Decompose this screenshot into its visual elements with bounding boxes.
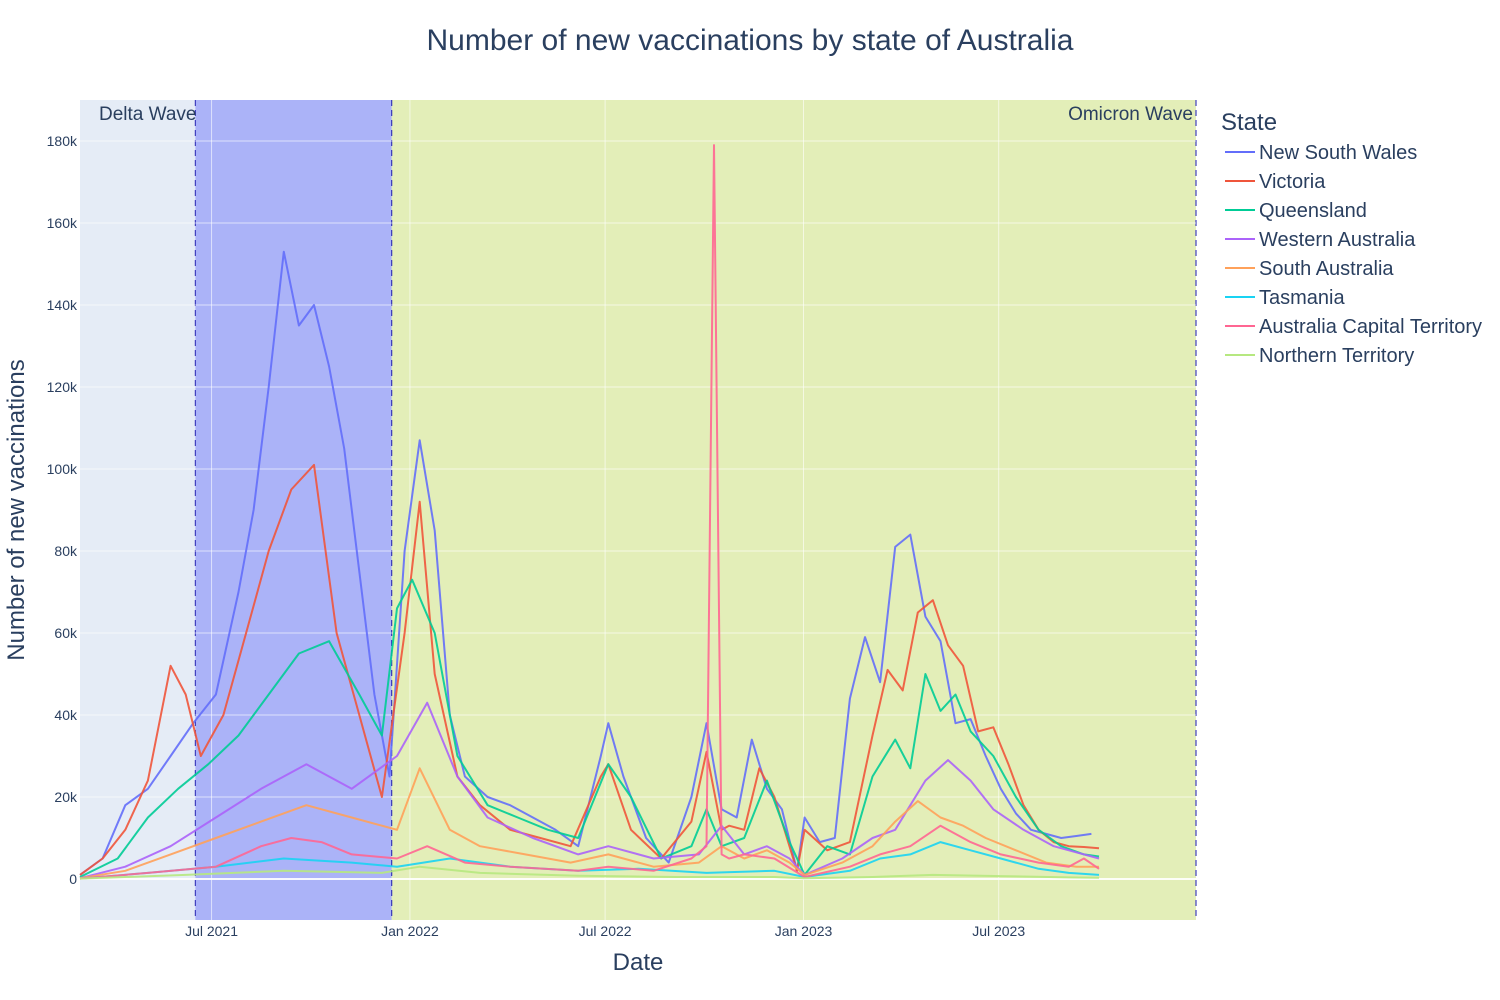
y-tick-label: 140k	[47, 297, 78, 313]
x-axis-ticks: Jul 2021 Jan 2022 Jul 2022 Jan 2023 Jul 2023	[185, 923, 1025, 939]
legend-item-tasmania[interactable]: Tasmania	[1225, 287, 1345, 309]
y-tick-label: 180k	[47, 133, 78, 149]
legend[interactable]: State New South Wales Victoria Queensland W…	[1221, 109, 1482, 367]
legend-item-queensland[interactable]: Queensland	[1225, 200, 1367, 222]
legend-label: Queensland	[1259, 200, 1367, 222]
series-line-tasmania[interactable]	[79, 841, 1100, 880]
y-tick-label: 20k	[54, 789, 78, 805]
legend-label: South Australia	[1259, 258, 1394, 280]
x-axis-title: Date	[613, 949, 664, 976]
y-tick-label: 40k	[54, 707, 78, 723]
band-label-omicron-wave: Omicron Wave	[1068, 104, 1193, 125]
band-label-delta-wave: Delta Wave	[99, 104, 197, 125]
legend-label: Victoria	[1259, 171, 1326, 193]
series-line-australia-capital-territory[interactable]	[79, 144, 1100, 880]
y-axis-ticks: 0 20k 40k 60k 80k 100k 120k 140k 160k 180k	[47, 133, 78, 887]
legend-item-south-australia[interactable]: South Australia	[1225, 258, 1394, 280]
legend-item-victoria[interactable]: Victoria	[1225, 171, 1326, 193]
legend-label: Northern Territory	[1259, 345, 1414, 367]
legend-label: Australia Capital Territory	[1259, 316, 1482, 338]
series-line-queensland[interactable]	[79, 578, 1100, 878]
x-tick-label: Jul 2023	[972, 923, 1025, 939]
legend-label: New South Wales	[1259, 142, 1417, 164]
x-tick-label: Jan 2023	[775, 923, 833, 939]
grid-lines	[80, 100, 1196, 920]
wave-band-labels: Delta Wave Omicron Wave	[99, 104, 1193, 125]
series-line-western-australia[interactable]	[79, 701, 1100, 880]
y-tick-label: 160k	[47, 215, 78, 231]
y-axis-title: Number of new vaccinations	[3, 359, 30, 660]
series-line-victoria[interactable]	[79, 463, 1100, 876]
legend-label: Tasmania	[1259, 287, 1345, 309]
legend-item-northern-territory[interactable]: Northern Territory	[1225, 345, 1414, 367]
x-tick-label: Jul 2021	[185, 923, 238, 939]
series-line-northern-territory[interactable]	[79, 865, 1100, 880]
band-omicron-wave	[391, 100, 1196, 920]
x-tick-label: Jul 2022	[579, 923, 632, 939]
x-tick-label: Jan 2022	[381, 923, 439, 939]
legend-item-western-australia[interactable]: Western Australia	[1225, 229, 1416, 251]
legend-label: Western Australia	[1259, 229, 1416, 251]
series-lines	[79, 144, 1100, 880]
legend-item-australia-capital-territory[interactable]: Australia Capital Territory	[1225, 316, 1482, 338]
legend-title: State	[1221, 109, 1277, 136]
chart-title: Number of new vaccinations by state of A…	[427, 24, 1074, 57]
series-line-new-south-wales[interactable]	[79, 250, 1092, 876]
wave-bands	[194, 100, 1197, 920]
y-tick-label: 100k	[47, 461, 78, 477]
y-tick-label: 60k	[54, 625, 78, 641]
legend-item-new-south-wales[interactable]: New South Wales	[1225, 142, 1417, 164]
y-tick-label: 80k	[54, 543, 78, 559]
y-tick-label: 0	[69, 871, 77, 887]
y-tick-label: 120k	[47, 379, 78, 395]
series-line-south-australia[interactable]	[79, 767, 1099, 880]
